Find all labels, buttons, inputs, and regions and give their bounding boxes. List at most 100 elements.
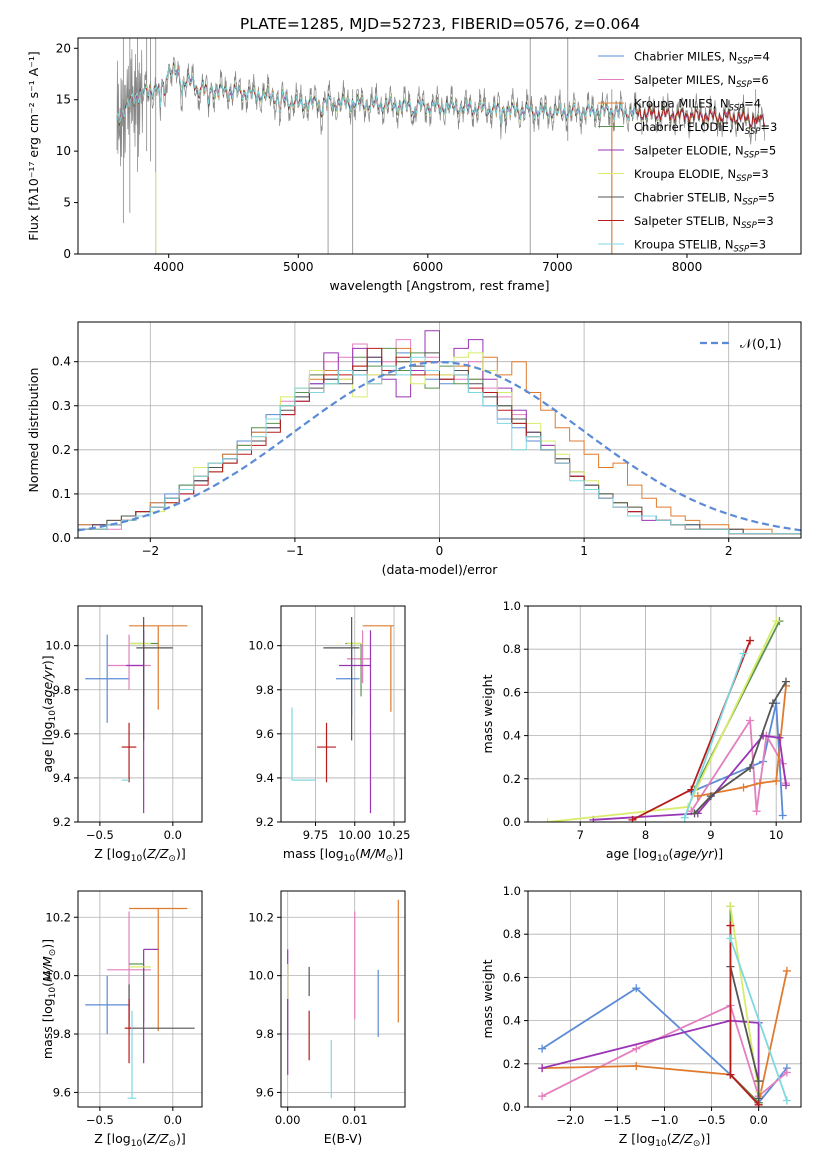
residuals-xtick-label: −2 [141,544,159,558]
mass-weight-marker [739,649,748,658]
legend-label-part: Kroupa MILES, N [634,97,729,111]
legend-label-part: =6 [752,73,769,87]
legend-label: Kroupa MILES, NSSP=4 [634,97,761,114]
mass-age-xtick-label: 10.00 [338,828,371,842]
mass-weight-metallicity-plot-area [538,902,791,1107]
mass-weight-marker [754,1100,763,1107]
metallicity-mass-ytick-label: 10.0 [45,969,71,983]
mass-weight-marker [775,733,784,742]
mass-age-xlabel-part: )] [393,846,403,861]
residuals-xtick-label: 2 [725,544,733,558]
mass-weight-age-ylabel-part: mass weight [480,674,495,753]
mass-weight-age-xtick-label: 7 [577,828,584,842]
mass-weight-metallicity-xlabel-part: )] [700,1131,710,1146]
metallicity-age-ylabel-part: age [log [40,721,55,772]
metallicity-mass-xtick-label: 0.0 [164,1113,182,1127]
mass-weight-marker [726,902,735,911]
legend-label-part: =5 [759,144,776,158]
mass-age-xlabel-part: ⊙ [386,854,394,864]
spectrum-ytick-label: 15 [56,93,71,107]
mass-weight-age-ylabel: mass weight [480,674,495,753]
legend-label-sub: SSP [744,151,760,161]
mass-weight-age-ytick-label: 0.0 [503,815,521,829]
legend-label-part: Salpeter STELIB, N [634,214,741,228]
mass-weight-marker [739,783,748,792]
metallicity-age-xlabel-part: ⊙ [168,854,176,864]
legend-label: Kroupa STELIB, NSSP=3 [634,238,766,255]
spectrum-ytick-label: 0 [63,247,71,261]
metallicity-age-plot-area [85,617,188,814]
mass-weight-metallicity-xtick-label: 0.0 [749,1113,767,1127]
metallicity-age-ytick-label: 9.6 [53,727,71,741]
mass-age-plot-area [291,617,395,814]
residuals-ytick-label: 0.1 [52,487,71,501]
mass-weight-metallicity-ytick-label: 0.6 [503,970,521,984]
legend-label: Chabrier STELIB, NSSP=5 [634,191,775,208]
mass-weight-marker [772,776,781,785]
legend-label-part: =3 [749,238,766,252]
metallicity-age-frame [77,605,203,823]
legend-label-part: Kroupa STELIB, N [634,238,734,252]
spectrum-ylabel: Flux [fλ10⁻¹⁷ erg cm⁻² s⁻¹ A⁻¹] [26,51,41,240]
legend-label-part: =5 [758,191,775,205]
mass-weight-metallicity-ytick-label: 0.0 [503,1100,521,1114]
mass-weight-marker [632,1044,641,1053]
mass-weight-age-xtick-label: 9 [707,828,714,842]
residuals-ytick-label: 0.2 [52,443,71,457]
metallicity-mass-xlabel-part: 10 [131,1139,143,1149]
spectrum-panel: 4000 5000 6000 7000 8000 0 5 10 15 20 wavelength [… [26,37,802,293]
metallicity-mass-ytick-label: 9.8 [53,1027,71,1041]
metallicity-age-ytick-label: 10.0 [45,639,71,653]
legend-label: Kroupa ELODIE, NSSP=3 [634,167,769,184]
mass-weight-metallicity-ytick-label: 1.0 [503,884,521,898]
residuals-xtick-label: −1 [286,544,304,558]
metallicity-mass-plot-area [85,907,195,1099]
legend-label-part: Salpeter MILES, N [634,73,736,87]
spectrum-xtick-label: 8000 [672,260,703,274]
mass-weight-age-xtick-label: 10 [769,828,784,842]
legend-label: Salpeter MILES, NSSP=6 [634,73,769,90]
mass-weight-metallicity-ytick-label: 0.8 [503,927,521,941]
spectrum-xtick-label: 7000 [542,260,573,274]
legend-label: Salpeter STELIB, NSSP=3 [634,214,774,231]
mass-age-ytick-label: 9.6 [256,727,274,741]
mass-weight-marker [726,921,735,930]
metallicity-mass-ytick-label: 9.6 [53,1085,71,1099]
metallicity-mass-ylabel-part: mass [log [40,998,55,1059]
metallicity-age-ylabel-part: ( [40,705,55,710]
legend-label-sub: SSP [745,127,761,137]
mass-weight-age-xtick-label: 8 [642,828,649,842]
spectrum-frame [77,37,802,255]
mass-weight-line [541,1019,760,1105]
mass-age-xlabel-part: ( [355,846,360,861]
metallicity-age-xlabel-part: Z [log [94,846,130,861]
residuals-xlabel-part: (data-model)/error [382,562,499,577]
residuals-xtick-label: 0 [436,544,444,558]
mass-age-ytick-label: 9.2 [256,815,274,829]
mass-weight-marker [726,1070,735,1079]
metallicity-mass-xlabel-part: ⊙ [168,1139,176,1149]
spectrum-ytick-label: 20 [56,41,71,55]
residuals-ytick-label: 0.0 [52,531,71,545]
mass-weight-line [547,620,778,822]
mass-weight-age-xlabel-part: age [log [606,846,657,861]
metallicity-mass-ytick-label: 10.2 [45,910,71,924]
mass-weight-marker [538,1092,547,1101]
legend-label-sub: SSP [736,174,752,184]
metallicity-mass-xlabel-part: Z/Z [146,1131,169,1146]
legend-label-part: Chabrier MILES, N [634,50,737,64]
spectrum-xtick-label: 4000 [153,260,184,274]
mass-weight-marker [754,1077,763,1086]
legend-label-part: =3 [760,120,777,134]
mass-weight-marker [746,764,755,772]
legend-label-part: =4 [744,97,761,111]
mass-weight-marker [726,934,735,943]
mass-weight-line [683,653,745,819]
mass-weight-marker [746,716,755,725]
mass-age-ytick-label: 10.0 [248,639,274,653]
metallicity-age-xtick-label: 0.0 [164,828,182,842]
mass-weight-metallicity-xlabel-part: Z/Z [671,1131,694,1146]
legend-label-part: Kroupa ELODIE, N [634,167,736,181]
legend-label-sub: SSP [736,80,752,90]
